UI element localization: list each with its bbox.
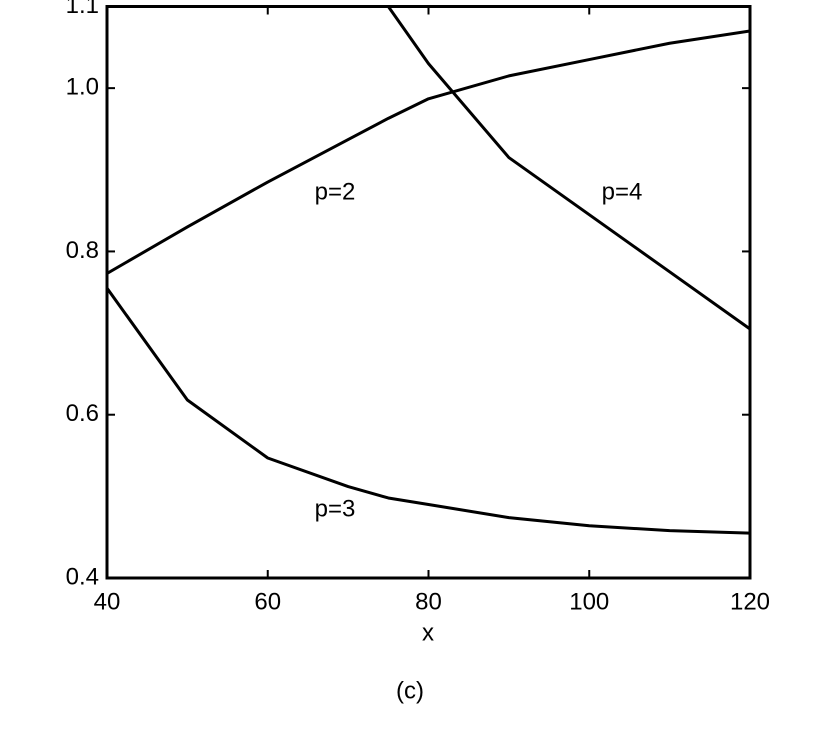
plot-area <box>107 6 750 535</box>
series-label: p=3 <box>315 495 356 522</box>
x-tick-label: 80 <box>415 588 442 615</box>
y-tick-label: 0.8 <box>66 237 99 264</box>
x-axis-label: x <box>422 619 434 646</box>
y-tick-label: 1.1 <box>66 0 99 19</box>
series-label: p=4 <box>602 178 643 205</box>
x-tick-label: 40 <box>94 588 121 615</box>
y-tick-label: 0.6 <box>66 400 99 427</box>
x-tick-label: 60 <box>254 588 281 615</box>
series-line <box>387 6 750 331</box>
y-tick-label: 1.0 <box>66 73 99 100</box>
series-label: p=2 <box>315 178 356 205</box>
x-tick-label: 120 <box>730 588 770 615</box>
caption: (c) <box>396 677 424 704</box>
series-line <box>107 29 750 275</box>
y-tick-label: 0.4 <box>66 563 99 590</box>
x-tick-label: 100 <box>569 588 609 615</box>
series-line <box>107 287 750 535</box>
plot-frame <box>105 5 752 580</box>
